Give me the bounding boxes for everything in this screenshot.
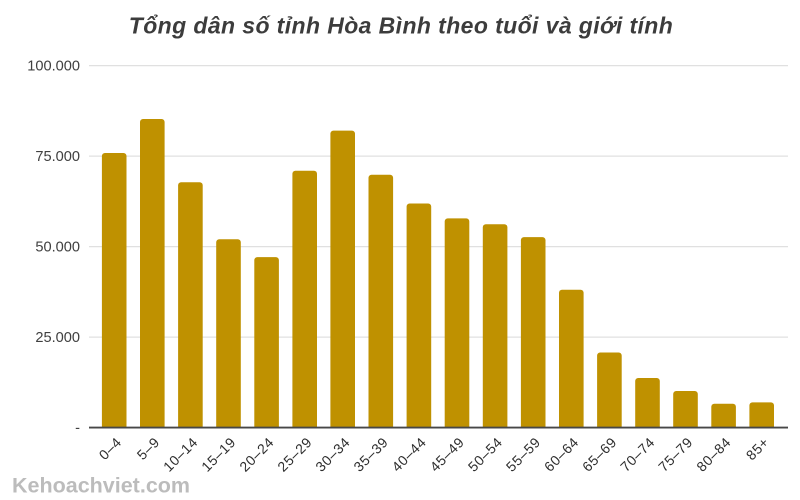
svg-text:75.000: 75.000: [35, 149, 80, 165]
svg-text:-: -: [75, 421, 80, 437]
svg-text:50.000: 50.000: [35, 240, 80, 256]
svg-text:100.000: 100.000: [27, 59, 80, 75]
svg-text:Kehoachviet.com: Kehoachviet.com: [12, 473, 190, 497]
svg-text:Tổng dân số tỉnh Hòa Bình theo: Tổng dân số tỉnh Hòa Bình theo tuổi và g…: [129, 13, 673, 39]
svg-text:25.000: 25.000: [35, 330, 80, 346]
